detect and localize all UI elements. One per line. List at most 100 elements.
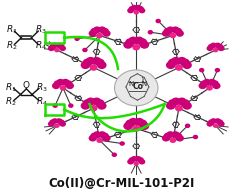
Circle shape xyxy=(48,121,55,127)
Circle shape xyxy=(210,118,217,124)
Circle shape xyxy=(101,133,109,139)
Circle shape xyxy=(134,36,144,44)
Circle shape xyxy=(139,159,145,165)
Circle shape xyxy=(59,46,66,51)
Circle shape xyxy=(129,6,135,12)
Circle shape xyxy=(135,156,142,162)
Circle shape xyxy=(54,48,60,52)
Circle shape xyxy=(168,99,177,107)
Circle shape xyxy=(81,61,90,69)
Circle shape xyxy=(131,156,138,162)
Circle shape xyxy=(148,30,153,35)
Circle shape xyxy=(74,36,80,41)
Circle shape xyxy=(140,122,149,130)
Circle shape xyxy=(58,119,65,125)
Circle shape xyxy=(175,105,183,112)
Circle shape xyxy=(89,135,97,142)
Circle shape xyxy=(175,64,183,71)
Circle shape xyxy=(176,30,184,37)
Circle shape xyxy=(166,26,174,33)
Circle shape xyxy=(56,79,65,85)
Circle shape xyxy=(98,131,106,138)
Circle shape xyxy=(132,44,140,50)
Circle shape xyxy=(64,80,72,87)
Circle shape xyxy=(103,135,111,142)
Circle shape xyxy=(164,133,172,139)
Circle shape xyxy=(218,121,225,127)
Circle shape xyxy=(83,99,92,107)
Circle shape xyxy=(128,36,138,44)
Circle shape xyxy=(49,44,56,49)
Circle shape xyxy=(90,133,98,139)
Circle shape xyxy=(66,82,74,89)
Circle shape xyxy=(96,33,103,38)
Circle shape xyxy=(90,28,98,35)
Circle shape xyxy=(168,59,177,67)
Circle shape xyxy=(54,80,62,87)
Circle shape xyxy=(128,118,138,126)
Circle shape xyxy=(89,30,97,37)
Circle shape xyxy=(211,80,219,87)
Circle shape xyxy=(176,135,184,142)
Circle shape xyxy=(177,57,187,65)
Circle shape xyxy=(97,102,106,110)
Text: $R_3$: $R_3$ xyxy=(35,24,47,36)
Circle shape xyxy=(210,43,217,48)
Text: $R_4$: $R_4$ xyxy=(35,40,47,52)
Circle shape xyxy=(135,5,142,10)
Circle shape xyxy=(182,102,192,110)
Text: $R_4$: $R_4$ xyxy=(36,95,48,108)
Circle shape xyxy=(93,131,101,138)
Circle shape xyxy=(199,82,207,89)
Circle shape xyxy=(127,8,134,13)
Circle shape xyxy=(218,46,225,51)
Text: N: N xyxy=(142,81,147,87)
Circle shape xyxy=(207,121,213,127)
Circle shape xyxy=(180,99,190,107)
Circle shape xyxy=(96,138,103,143)
Circle shape xyxy=(123,122,133,130)
Circle shape xyxy=(166,131,174,138)
Circle shape xyxy=(193,135,198,139)
Circle shape xyxy=(97,61,106,69)
Circle shape xyxy=(54,123,60,128)
Circle shape xyxy=(137,6,144,12)
Circle shape xyxy=(217,119,223,125)
Circle shape xyxy=(162,135,170,142)
Text: $R_3$: $R_3$ xyxy=(36,81,48,94)
Circle shape xyxy=(103,30,111,37)
Circle shape xyxy=(95,99,105,107)
Circle shape xyxy=(207,46,213,51)
Circle shape xyxy=(61,79,70,85)
Circle shape xyxy=(86,98,95,105)
Circle shape xyxy=(171,131,180,138)
Circle shape xyxy=(131,5,138,10)
Text: $R_2$: $R_2$ xyxy=(5,95,17,108)
Circle shape xyxy=(129,157,135,163)
Circle shape xyxy=(166,102,175,110)
Circle shape xyxy=(208,79,216,85)
Circle shape xyxy=(215,68,220,72)
Circle shape xyxy=(169,138,176,143)
Circle shape xyxy=(125,119,135,127)
Circle shape xyxy=(56,43,62,48)
Circle shape xyxy=(214,118,221,124)
Circle shape xyxy=(213,48,218,52)
Circle shape xyxy=(166,61,175,69)
Circle shape xyxy=(137,157,144,163)
Circle shape xyxy=(139,8,145,13)
Circle shape xyxy=(155,19,161,23)
Circle shape xyxy=(52,43,58,48)
Circle shape xyxy=(180,59,190,67)
Circle shape xyxy=(138,119,147,127)
Circle shape xyxy=(90,64,98,71)
Circle shape xyxy=(92,57,101,65)
Circle shape xyxy=(134,118,144,126)
Circle shape xyxy=(90,105,98,112)
Circle shape xyxy=(171,57,181,65)
Circle shape xyxy=(81,102,90,110)
Text: Co: Co xyxy=(133,82,144,91)
Circle shape xyxy=(98,26,106,33)
Text: $R_2$: $R_2$ xyxy=(6,40,17,52)
Circle shape xyxy=(92,98,101,105)
